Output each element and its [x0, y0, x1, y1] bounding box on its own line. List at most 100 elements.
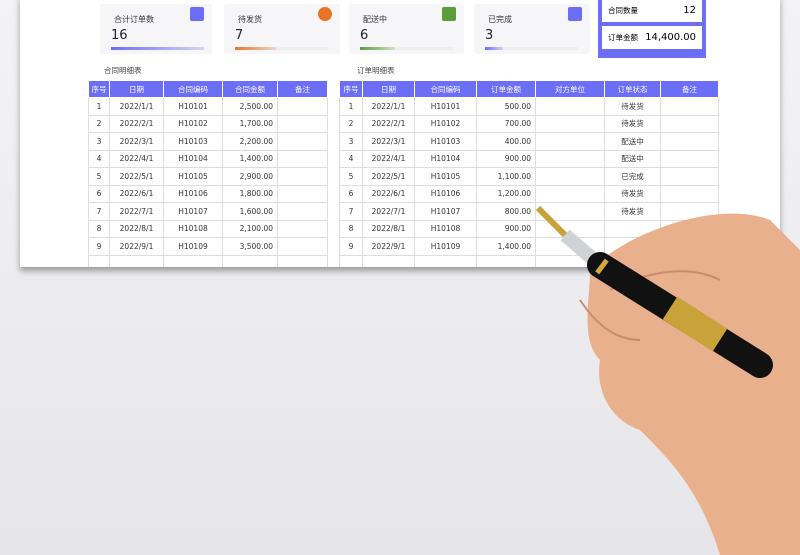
table-cell[interactable]: [277, 184, 328, 203]
table-cell[interactable]: 2022/7/1: [362, 202, 415, 221]
table-cell[interactable]: [535, 114, 605, 133]
table-cell[interactable]: H10107: [163, 202, 223, 221]
table-cell[interactable]: 2022/5/1: [362, 167, 415, 186]
table-cell[interactable]: [277, 202, 328, 221]
table-cell[interactable]: 2,900.00: [222, 167, 278, 186]
table-cell[interactable]: 2022/4/1: [109, 149, 164, 168]
table-cell[interactable]: 500.00: [476, 97, 536, 116]
table-cell[interactable]: 4: [88, 149, 110, 168]
table-cell[interactable]: 1,600.00: [222, 202, 278, 221]
table-row: 7 2022/7/1 H10107 1,600.00: [88, 202, 328, 221]
table-cell[interactable]: [660, 97, 719, 116]
table-cell[interactable]: 900.00: [476, 149, 536, 168]
column-header: 合同编码: [414, 80, 477, 98]
table-cell[interactable]: 8: [339, 219, 363, 238]
summary-box: 合同数量 12 订单金额 14,400.00: [598, 0, 706, 58]
table-cell[interactable]: [535, 149, 605, 168]
table-cell[interactable]: [277, 167, 328, 186]
table-cell[interactable]: [535, 97, 605, 116]
table-cell[interactable]: H10105: [414, 167, 477, 186]
table-cell[interactable]: 2022/1/1: [362, 97, 415, 116]
table-cell[interactable]: 1,700.00: [222, 114, 278, 133]
table-cell[interactable]: 3: [339, 132, 363, 151]
table-cell[interactable]: H10102: [163, 114, 223, 133]
table-cell[interactable]: [660, 167, 719, 186]
table-cell[interactable]: [660, 132, 719, 151]
table-cell[interactable]: 3: [88, 132, 110, 151]
table-cell[interactable]: [277, 114, 328, 133]
table-cell[interactable]: 700.00: [476, 114, 536, 133]
calculator-icon: [442, 7, 456, 21]
table-cell[interactable]: 6: [88, 184, 110, 203]
table-cell[interactable]: 2022/6/1: [362, 184, 415, 203]
table-cell[interactable]: 1: [339, 97, 363, 116]
table-cell[interactable]: 2022/4/1: [362, 149, 415, 168]
table-cell[interactable]: 2,200.00: [222, 132, 278, 151]
table-cell[interactable]: [660, 149, 719, 168]
table-cell[interactable]: 1: [88, 97, 110, 116]
table-cell[interactable]: [277, 132, 328, 151]
table-cell[interactable]: 2022/2/1: [109, 114, 164, 133]
table-cell[interactable]: 3,500.00: [222, 237, 278, 256]
table-cell[interactable]: 7: [88, 202, 110, 221]
table-cell[interactable]: 5: [339, 167, 363, 186]
table-cell[interactable]: [277, 219, 328, 238]
table-cell[interactable]: 2022/9/1: [362, 237, 415, 256]
table-cell[interactable]: 2022/5/1: [109, 167, 164, 186]
table-cell[interactable]: 2022/7/1: [109, 202, 164, 221]
table-cell[interactable]: 1,100.00: [476, 167, 536, 186]
table-cell[interactable]: H10103: [163, 132, 223, 151]
table-cell[interactable]: [277, 149, 328, 168]
table-cell[interactable]: H10109: [414, 237, 477, 256]
table-cell[interactable]: H10107: [414, 202, 477, 221]
hand-with-pen-image: [535, 205, 800, 555]
table-row: 3 2022/3/1 H10103 2,200.00: [88, 132, 328, 151]
table-cell[interactable]: H10108: [414, 219, 477, 238]
table-cell[interactable]: 8: [88, 219, 110, 238]
stat-card: 待发货 7: [224, 4, 340, 54]
table-cell[interactable]: 5: [88, 167, 110, 186]
table-cell[interactable]: 9: [339, 237, 363, 256]
table-cell[interactable]: 2022/3/1: [362, 132, 415, 151]
table-cell[interactable]: H10104: [163, 149, 223, 168]
table-cell[interactable]: 2: [88, 114, 110, 133]
table-cell[interactable]: 6: [339, 184, 363, 203]
table-cell[interactable]: H10106: [163, 184, 223, 203]
table-cell[interactable]: 配送中: [604, 132, 661, 151]
table-cell[interactable]: H10105: [163, 167, 223, 186]
table-cell[interactable]: [535, 132, 605, 151]
table-cell[interactable]: 9: [88, 237, 110, 256]
table-cell[interactable]: H10102: [414, 114, 477, 133]
table-cell[interactable]: 2,500.00: [222, 97, 278, 116]
table-cell[interactable]: 2022/6/1: [109, 184, 164, 203]
table-cell[interactable]: H10101: [414, 97, 477, 116]
table-cell[interactable]: 2022/3/1: [109, 132, 164, 151]
table-cell[interactable]: 2022/8/1: [109, 219, 164, 238]
table-cell[interactable]: 已完成: [604, 167, 661, 186]
table-cell[interactable]: 2022/2/1: [362, 114, 415, 133]
table-cell[interactable]: 1,800.00: [222, 184, 278, 203]
table-cell[interactable]: 400.00: [476, 132, 536, 151]
table-cell[interactable]: 4: [339, 149, 363, 168]
table-cell[interactable]: [660, 114, 719, 133]
table-cell[interactable]: 2022/8/1: [362, 219, 415, 238]
money-bag-icon: [568, 7, 582, 21]
table-cell[interactable]: 2022/1/1: [109, 97, 164, 116]
table-cell[interactable]: H10103: [414, 132, 477, 151]
table-cell[interactable]: 配送中: [604, 149, 661, 168]
table-cell[interactable]: 待发货: [604, 114, 661, 133]
table-cell[interactable]: H10106: [414, 184, 477, 203]
table-cell[interactable]: [277, 237, 328, 256]
table-cell[interactable]: 待发货: [604, 97, 661, 116]
table-cell[interactable]: 2022/9/1: [109, 237, 164, 256]
table-cell[interactable]: 7: [339, 202, 363, 221]
table-cell[interactable]: H10109: [163, 237, 223, 256]
table-cell[interactable]: H10101: [163, 97, 223, 116]
table-cell[interactable]: 1,400.00: [222, 149, 278, 168]
table-cell[interactable]: [277, 97, 328, 116]
table-cell[interactable]: H10108: [163, 219, 223, 238]
table-cell[interactable]: 2: [339, 114, 363, 133]
table-cell[interactable]: H10104: [414, 149, 477, 168]
table-cell[interactable]: 2,100.00: [222, 219, 278, 238]
table-cell[interactable]: [535, 167, 605, 186]
